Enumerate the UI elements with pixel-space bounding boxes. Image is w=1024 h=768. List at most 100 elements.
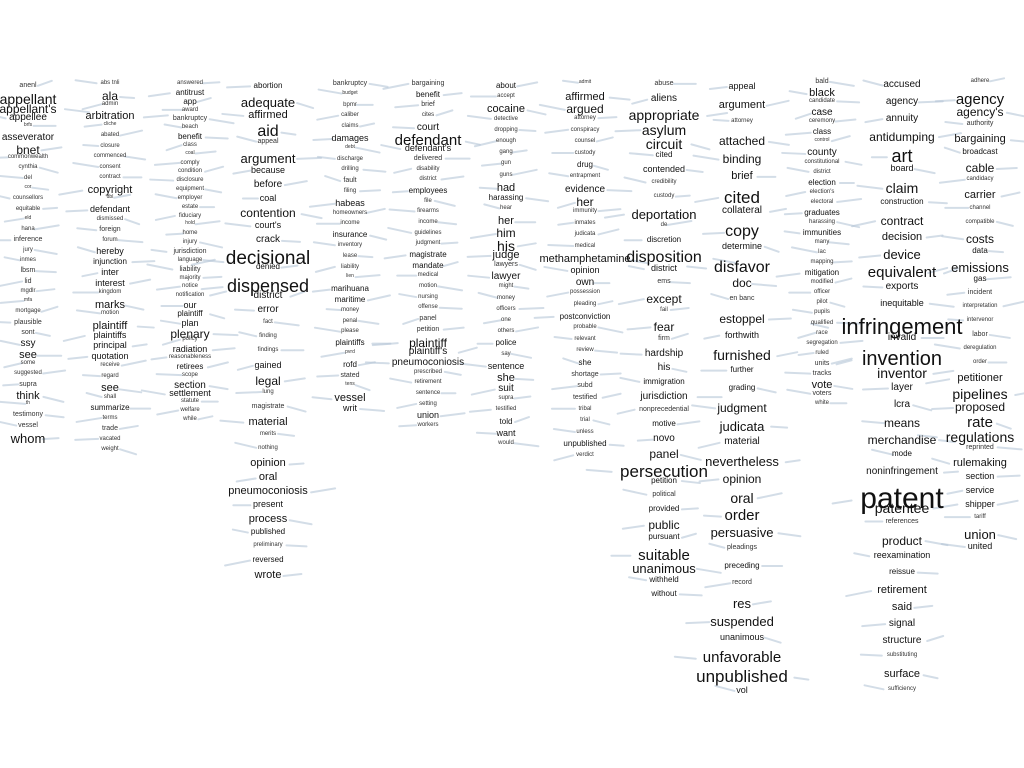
word-link	[3, 256, 21, 262]
cloud-word: adhere	[970, 78, 990, 84]
word-link	[797, 331, 817, 339]
cloud-word: county	[807, 147, 837, 159]
word-link	[630, 259, 651, 265]
cloud-word: marks	[95, 298, 125, 311]
cloud-word: income	[340, 220, 360, 227]
word-link	[464, 140, 481, 146]
cloud-word: lawyer	[491, 271, 521, 283]
cloud-word: jury	[23, 246, 33, 253]
word-link	[791, 308, 813, 314]
cloud-word: means	[883, 415, 921, 430]
cloud-word: further	[730, 365, 754, 375]
word-link	[120, 359, 147, 367]
cloud-word: compatible	[965, 218, 995, 225]
cloud-word: conspiracy	[570, 126, 600, 133]
word-link	[398, 424, 418, 428]
cloud-word: public	[648, 518, 680, 533]
word-link	[469, 233, 497, 240]
word-link	[712, 118, 730, 122]
cloud-word: lac	[818, 249, 826, 256]
word-link	[694, 196, 720, 203]
cloud-word: lease	[342, 252, 358, 259]
cloud-word: device	[883, 247, 921, 263]
word-link	[788, 90, 808, 96]
cloud-word: she	[578, 358, 592, 367]
cloud-word: hereby	[96, 246, 124, 257]
cloud-word: kingdom	[98, 289, 122, 296]
word-link	[0, 299, 25, 304]
cloud-word: suspended	[710, 613, 774, 629]
cloud-word: fact	[263, 319, 273, 326]
cloud-word: qualified	[810, 319, 834, 326]
cloud-word: judicata	[719, 418, 765, 434]
cloud-word: retirement	[877, 584, 927, 596]
word-link	[285, 544, 308, 548]
cloud-word: court's	[254, 220, 282, 231]
cloud-word: condition	[177, 168, 203, 175]
word-link	[312, 137, 334, 141]
word-link	[308, 202, 336, 208]
word-link	[85, 392, 103, 399]
word-link	[927, 201, 948, 205]
word-link	[283, 377, 306, 383]
word-link	[209, 313, 226, 320]
cloud-word: broadcast	[962, 147, 998, 157]
cloud-word: guidelines	[414, 229, 442, 236]
cloud-word: abortion	[253, 81, 283, 90]
word-link	[317, 88, 343, 95]
word-link	[202, 81, 221, 85]
word-link	[680, 480, 701, 485]
word-link	[296, 156, 323, 160]
word-link	[156, 409, 180, 416]
word-link	[63, 108, 90, 114]
cloud-word: invention	[861, 348, 943, 371]
word-link	[783, 212, 803, 216]
word-link	[776, 351, 799, 358]
word-link	[547, 244, 575, 248]
cloud-word: principal	[93, 340, 127, 351]
word-link	[478, 186, 498, 190]
cloud-word: determine	[721, 240, 763, 251]
word-link	[925, 234, 944, 239]
word-link	[597, 208, 622, 213]
word-link	[518, 129, 537, 133]
word-link	[366, 294, 391, 302]
cloud-word: asseverator	[1, 132, 55, 144]
cloud-word: attached	[718, 134, 766, 149]
cloud-word: coal	[185, 149, 195, 156]
word-link	[627, 265, 645, 271]
word-link	[912, 404, 933, 412]
word-link	[354, 274, 381, 279]
cloud-word: arbitration	[85, 110, 135, 123]
word-link	[943, 267, 959, 275]
cloud-word: harassing	[808, 218, 836, 225]
cloud-word: before	[253, 178, 283, 190]
word-link	[548, 172, 570, 178]
word-link	[691, 404, 717, 410]
cloud-word: nothing	[258, 444, 278, 451]
cloud-word: aid	[257, 122, 279, 140]
cloud-word: abuse	[654, 80, 674, 87]
word-link	[546, 291, 570, 298]
word-link	[526, 109, 547, 116]
word-link	[666, 219, 693, 226]
cloud-word: injunction	[93, 256, 127, 266]
cloud-word: see	[101, 382, 119, 395]
cloud-word: lbsm	[20, 267, 36, 275]
cloud-word: ceremony	[808, 118, 836, 125]
word-link	[862, 79, 884, 87]
cloud-word: brief	[731, 169, 753, 182]
cloud-word: methamphetamine	[539, 253, 631, 266]
cloud-word: retirement	[414, 379, 442, 386]
word-link	[702, 231, 726, 235]
cloud-word: exports	[885, 281, 919, 292]
cloud-word: please	[341, 328, 359, 335]
cloud-word: retirees	[176, 361, 204, 371]
cloud-word: might	[498, 283, 514, 290]
word-link	[81, 374, 101, 378]
cloud-word: caliber	[341, 112, 359, 119]
cloud-word: trade	[102, 425, 118, 433]
cloud-word: app	[183, 96, 197, 106]
word-link	[916, 571, 939, 575]
word-link	[829, 301, 846, 308]
